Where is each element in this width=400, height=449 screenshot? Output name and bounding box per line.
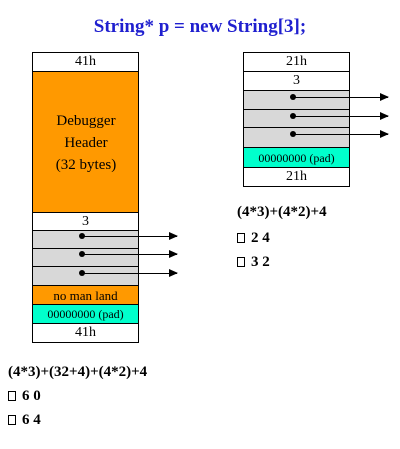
right-calc-formula: (4*3)+(4*2)+4 <box>237 204 327 220</box>
left-answer-1-text: 6 0 <box>22 388 41 404</box>
left-bottom-guard: 41h <box>32 323 139 343</box>
left-header-label: Debugger Header (32 bytes) <box>33 110 139 176</box>
left-slot-2 <box>32 266 139 286</box>
right-count-cell: 3 <box>243 71 350 91</box>
right-calc-answer-1: 2 4 <box>237 230 270 247</box>
right-pad-cell: 00000000 (pad) <box>243 147 350 168</box>
header-line-3: (32 bytes) <box>55 157 117 173</box>
bullet-box-icon <box>237 233 245 243</box>
right-answer-2-text: 3 2 <box>251 254 270 270</box>
left-calc-answer-1: 6 0 <box>8 388 41 405</box>
header-line-2: Header <box>64 135 108 151</box>
left-top-guard: 41h <box>32 52 139 72</box>
bullet-box-icon <box>237 257 245 267</box>
right-slot-0 <box>243 90 350 110</box>
right-slot-2 <box>243 127 350 148</box>
right-bottom-guard: 21h <box>243 167 350 187</box>
left-calc-formula: (4*3)+(32+4)+(4*2)+4 <box>8 364 148 380</box>
right-pointer-arrow-1 <box>293 112 389 120</box>
left-count-cell: 3 <box>32 212 139 231</box>
right-pointer-arrow-0 <box>293 93 389 101</box>
left-pad-cell: 00000000 (pad) <box>32 304 139 324</box>
header-line-1: Debugger <box>56 113 116 129</box>
right-slot-1 <box>243 109 350 129</box>
left-slot-0 <box>32 230 139 249</box>
right-top-guard: 21h <box>243 52 350 72</box>
right-answer-1-text: 2 4 <box>251 230 270 246</box>
diagram-title: String* p = new String[3]; <box>93 16 307 37</box>
left-slot-1 <box>32 248 139 267</box>
left-answer-2-text: 6 4 <box>22 412 41 428</box>
right-calc-answer-2: 3 2 <box>237 254 270 271</box>
left-calc-answer-2: 6 4 <box>8 412 41 429</box>
left-pointer-arrow-0 <box>82 232 178 240</box>
left-pointer-arrow-2 <box>82 269 178 277</box>
right-pointer-arrow-2 <box>293 130 389 138</box>
left-pointer-arrow-1 <box>82 250 178 258</box>
left-no-mans-land: no man land <box>32 285 139 305</box>
bullet-box-icon <box>8 391 16 401</box>
bullet-box-icon <box>8 415 16 425</box>
left-debugger-header <box>32 71 139 213</box>
